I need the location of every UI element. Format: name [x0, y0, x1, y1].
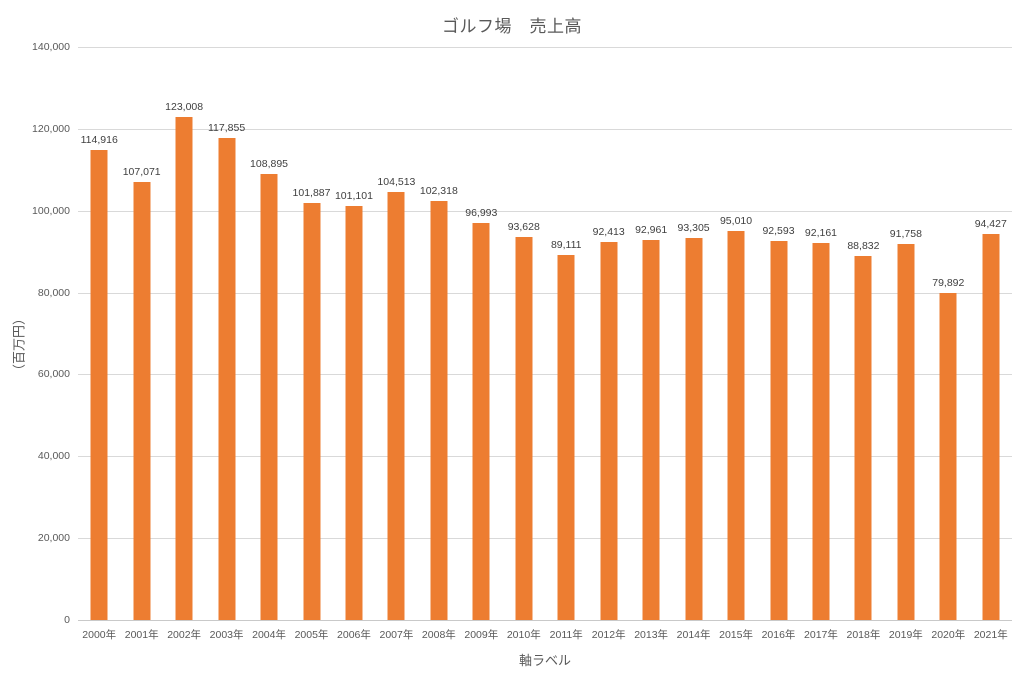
x-axis-title: 軸ラベル [518, 653, 571, 668]
bar-2019年 [897, 244, 915, 620]
y-axis-tick-labels: 0 20,000 40,000 60,000 80,000 100,000 120,000 1… [0, 41, 70, 626]
bar-2018年 [854, 256, 872, 620]
y-axis-tick-label: 120,000 [32, 122, 70, 135]
gridline [78, 47, 1012, 48]
bar-2020年 [939, 293, 957, 620]
gridline [78, 210, 1012, 212]
bar-data-label: 91,758 [889, 228, 922, 241]
bar-data-label: 94,427 [974, 217, 1007, 230]
bar-2015年 [727, 231, 745, 620]
bar-data-label: 89,111 [550, 239, 582, 252]
bar-data-label: 101,887 [292, 187, 331, 199]
bar-2016年 [770, 241, 787, 620]
bar-2021年 [982, 233, 1000, 620]
bar-2001年 [133, 181, 151, 620]
bar-data-label: 107,071 [122, 165, 161, 178]
bar-data-label: 79,892 [932, 277, 965, 290]
bar-data-label: 92,961 [635, 223, 668, 236]
y-axis-tick-label: 40,000 [37, 450, 70, 463]
gridline [78, 292, 1012, 294]
x-axis-tick-label: 2002年 [167, 629, 202, 641]
x-axis-tick-label: 2021年 [973, 629, 1008, 641]
x-axis-tick-label: 2016年 [761, 629, 796, 641]
bar-2012年 [600, 241, 618, 620]
x-axis-tick-label: 2000年 [82, 629, 117, 641]
bar-data-label: 104,513 [377, 176, 416, 189]
bar-data-label: 102,318 [419, 185, 458, 198]
x-axis-tick-label: 2006年 [337, 629, 371, 641]
x-axis-tick-label: 2011年 [549, 629, 583, 641]
y-axis-tick-label: 60,000 [37, 368, 70, 381]
x-axis-tick-label: 2008年 [421, 629, 456, 641]
x-axis-tick-label: 2019年 [888, 629, 923, 641]
bar-2014年 [685, 238, 703, 620]
bar-data-label: 114,916 [80, 133, 118, 146]
bar-2003年 [218, 137, 236, 620]
x-axis-tick-label: 2005年 [294, 629, 329, 641]
bar-2002年 [175, 116, 193, 620]
bar-2004年 [260, 174, 278, 620]
bar-data-label: 93,305 [677, 222, 710, 235]
x-axis-tick-label: 2009年 [464, 629, 499, 641]
bar-data-label: 92,161 [804, 226, 838, 239]
x-axis-tick-label: 2010年 [506, 629, 541, 641]
bar-2013年 [642, 239, 660, 620]
x-axis-tick-label: 2014年 [676, 629, 711, 641]
gridline [78, 456, 1012, 458]
bar-data-label: 96,993 [465, 207, 498, 220]
y-axis-tick-label: 20,000 [37, 532, 70, 545]
bar-2009年 [472, 223, 490, 620]
gridline [78, 374, 1012, 376]
plot-area: 114,916 107,071 123,008 117,855 108,895 101,8… [78, 47, 1012, 621]
y-axis-tick-label: 0 [64, 614, 70, 626]
y-axis-tick-label: 80,000 [37, 286, 70, 299]
bar-data-label: 92,413 [592, 225, 625, 238]
bar-data-label: 101,101 [334, 190, 373, 203]
bar-data-label: 88,832 [847, 240, 880, 253]
bar-2006年 [345, 206, 363, 620]
bar-2000年 [90, 149, 108, 620]
bar-data-label: 93,628 [507, 220, 540, 233]
bar-data-label: 108,895 [250, 158, 289, 171]
bar-data-label: 95,010 [719, 215, 753, 228]
x-axis-tick-label: 2013年 [634, 629, 669, 641]
x-axis-tick-label: 2007年 [379, 629, 414, 641]
bar-2010年 [515, 236, 533, 620]
x-axis-tick-label: 2012年 [591, 629, 626, 641]
x-axis-tick-label: 2001年 [124, 629, 159, 641]
x-axis-tick-label: 2015年 [719, 629, 753, 641]
bar-2017年 [812, 242, 830, 620]
bar-data-label: 117,855 [207, 121, 246, 134]
bar-2005年 [303, 203, 320, 620]
bar-2007年 [387, 192, 405, 620]
chart-title: ゴルフ場 売上高 [442, 17, 582, 36]
y-axis-tick-label: 100,000 [32, 204, 70, 217]
gridline [78, 538, 1012, 540]
bar-2008年 [430, 201, 448, 620]
gridline [78, 128, 1012, 130]
x-axis-tick-label: 2020年 [931, 629, 966, 641]
x-axis-tick-label: 2004年 [252, 629, 286, 641]
bar-data-label: 123,008 [165, 100, 204, 113]
bar-data-label: 92,593 [762, 225, 795, 238]
y-axis-tick-label: 140,000 [32, 41, 70, 53]
x-axis-tick-label: 2018年 [846, 629, 881, 641]
x-axis-tick-label: 2003年 [209, 629, 244, 641]
x-axis-tick-labels: 2000年 2001年 2002年 2003年 2004年 2005年 2006年 2007年… [78, 627, 1012, 643]
bar-2011年 [557, 255, 575, 620]
x-axis-tick-label: 2017年 [804, 629, 838, 641]
